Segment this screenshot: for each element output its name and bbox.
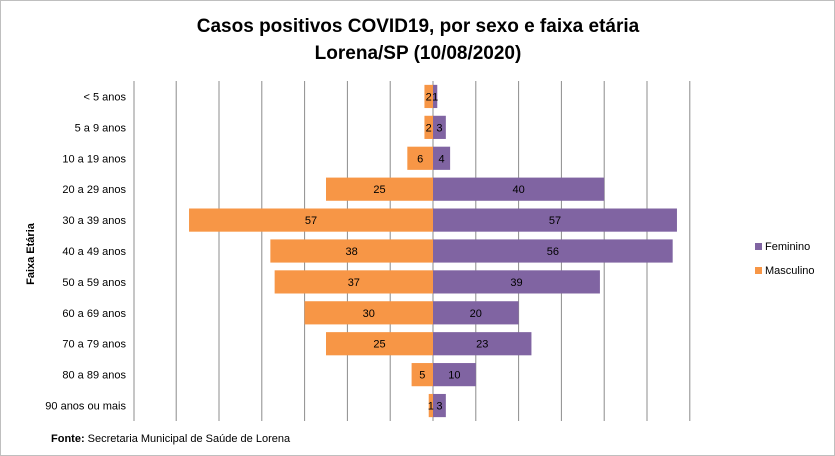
data-label-masculino: 25 — [373, 184, 385, 196]
bar-masculino — [424, 84, 433, 109]
data-label-masculino: 37 — [348, 277, 360, 289]
source-note: Fonte: Secretaria Municipal de Saúde de … — [51, 433, 290, 445]
bar-masculino — [411, 363, 433, 387]
y-axis-label: Faixa Etária — [25, 222, 37, 285]
data-label-masculino: 30 — [363, 308, 375, 320]
chart-title-line2: Lorena/SP (10/08/2020) — [315, 43, 522, 64]
data-label-masculino: 2 — [426, 122, 432, 134]
bar-feminino — [433, 363, 476, 387]
bar-feminino — [433, 393, 446, 418]
data-label-masculino: 38 — [346, 246, 358, 258]
data-label-feminino: 56 — [547, 246, 559, 258]
data-label-masculino: 1 — [428, 401, 434, 413]
legend-swatch — [755, 267, 762, 274]
category-label: 80 a 89 anos — [62, 370, 126, 382]
data-label-feminino: 20 — [470, 308, 482, 320]
data-label-feminino: 10 — [448, 370, 460, 382]
chart-title-line1: Casos positivos COVID19, por sexo e faix… — [197, 16, 640, 37]
bar-masculino — [326, 332, 433, 356]
data-label-masculino: 6 — [417, 153, 423, 165]
data-label-masculino: 57 — [305, 215, 317, 227]
category-label: 90 anos ou mais — [45, 401, 126, 413]
bar-masculino — [270, 239, 433, 263]
category-label: 5 a 9 anos — [75, 122, 127, 134]
data-label-feminino: 40 — [512, 184, 524, 196]
bar-feminino — [433, 208, 677, 232]
category-labels: < 5 anos 5 a 9 anos 10 a 19 anos 20 a 29 an… — [45, 91, 126, 412]
bar-feminino — [433, 177, 605, 201]
data-label-feminino: 23 — [476, 339, 488, 351]
bar-feminino — [433, 332, 532, 356]
category-label: 40 a 49 anos — [62, 246, 126, 258]
data-label-feminino: 57 — [549, 215, 561, 227]
legend-swatch — [755, 243, 762, 250]
category-label: 60 a 69 anos — [62, 308, 126, 320]
source-text: Secretaria Municipal de Saúde de Lorena — [87, 433, 291, 445]
bar-feminino — [433, 84, 438, 109]
legend-label: Masculino — [765, 265, 815, 277]
bar-masculino — [428, 393, 433, 418]
category-label: 30 a 39 anos — [62, 215, 126, 227]
data-label-feminino: 3 — [436, 122, 442, 134]
category-label: 20 a 29 anos — [62, 184, 126, 196]
data-label-masculino: 25 — [373, 339, 385, 351]
bar-feminino — [433, 270, 600, 294]
data-label-masculino: 2 — [426, 91, 432, 103]
bar-feminino — [433, 115, 446, 139]
source-label: Fonte: — [51, 433, 85, 445]
data-label-masculino: 5 — [419, 370, 425, 382]
category-label: 50 a 59 anos — [62, 277, 126, 289]
bar-feminino — [433, 301, 519, 325]
category-label: < 5 anos — [83, 91, 126, 103]
bar-masculino — [424, 115, 433, 139]
bar-feminino — [433, 146, 451, 170]
data-label-feminino: 1 — [432, 91, 438, 103]
bar-feminino — [433, 239, 673, 263]
data-label-feminino: 4 — [438, 153, 444, 165]
bar-masculino — [304, 301, 433, 325]
bar-masculino — [407, 146, 433, 170]
bar-masculino — [326, 177, 433, 201]
legend: Feminino Masculino — [755, 241, 815, 277]
category-label: 10 a 19 anos — [62, 153, 126, 165]
bar-masculino — [189, 208, 433, 232]
data-label-feminino: 39 — [510, 277, 522, 289]
legend-label: Feminino — [765, 241, 810, 253]
bar-masculino — [274, 270, 433, 294]
data-label-feminino: 3 — [436, 401, 442, 413]
category-label: 70 a 79 anos — [62, 339, 126, 351]
